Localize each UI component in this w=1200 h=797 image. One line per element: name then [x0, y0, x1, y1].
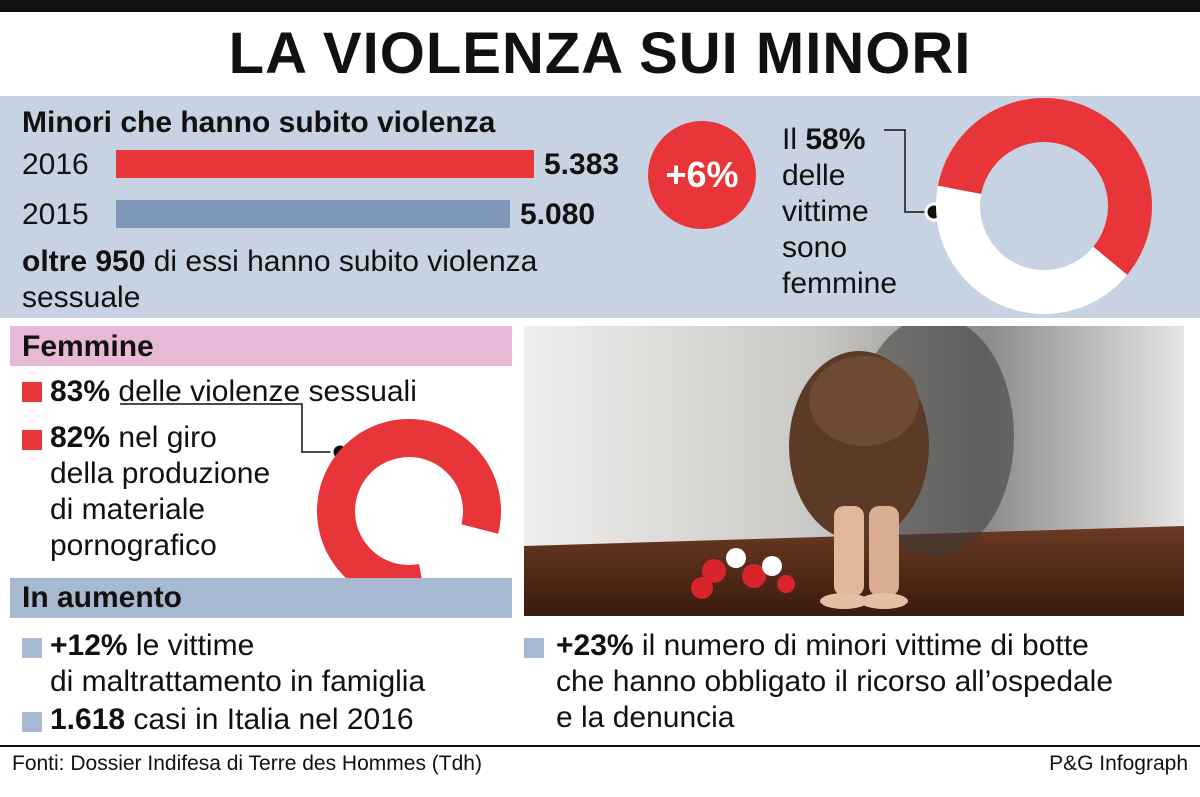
bar-year-2016: 2016	[22, 148, 89, 181]
femmine-item-2-line3: di materiale	[50, 493, 206, 526]
aumento-bullet-1	[22, 638, 42, 658]
aumento-item-3: +23% il numero di minori vittime di bott…	[556, 628, 1089, 664]
female-share-line1: Il 58%	[782, 122, 865, 158]
bar-value-2016: 5.383	[544, 148, 620, 181]
aumento-header-bar	[10, 578, 512, 618]
aumento-item-3-percent: +23%	[556, 629, 634, 662]
sexual-share-donut	[317, 419, 501, 603]
femmine-bullet-2	[22, 430, 42, 450]
female-share-donut	[936, 98, 1152, 315]
femmine-item-1-percent: 83%	[50, 375, 111, 408]
sexual-share-leader	[120, 403, 340, 453]
change-badge-label: +6%	[665, 154, 739, 195]
page-title: LA VIOLENZA SUI MINORI	[228, 21, 972, 86]
femmine-item-2-percent: 82%	[50, 421, 111, 454]
footer-credit: P&G Infograph	[1049, 752, 1188, 775]
top-rule	[0, 0, 1200, 12]
donut1-slice-femmine	[937, 98, 1152, 275]
femmine-item-2-text: nel giro	[110, 421, 217, 454]
female-share-line2: delle	[782, 159, 846, 192]
aumento-item-2-count: 1.618	[50, 703, 126, 736]
aumento-heading: In aumento	[22, 581, 183, 614]
bar-2015	[116, 200, 510, 228]
female-share-percent: 58%	[805, 123, 866, 156]
aumento-item-3-line2: che hanno obbligato il ricorso all’osped…	[556, 665, 1114, 698]
change-badge: +6%	[648, 121, 756, 229]
aumento-item-1: +12% le vittime	[50, 628, 254, 664]
female-share-line3: vittime	[782, 195, 869, 228]
femmine-item-2-line4: pornografico	[50, 529, 217, 562]
bar-2016	[116, 150, 534, 178]
female-share-leader	[884, 129, 934, 213]
femmine-header-bar	[10, 326, 512, 366]
aumento-item-2-text: casi in Italia nel 2016	[125, 703, 414, 736]
aumento-item-2: 1.618 casi in Italia nel 2016	[50, 702, 414, 738]
sexual-violence-note: oltre 950 di essi hanno subito violenza	[22, 244, 642, 280]
sexual-violence-count: oltre 950	[22, 245, 146, 278]
femmine-item-1-text: delle violenze sessuali	[110, 375, 417, 408]
bars-heading: Minori che hanno subito violenza	[22, 106, 496, 139]
female-share-line5: femmine	[782, 267, 898, 300]
aumento-item-3-text: il numero di minori vittime di botte	[633, 629, 1089, 662]
femmine-item-1: 83% delle violenze sessuali	[50, 374, 417, 410]
aumento-item-1-percent: +12%	[50, 629, 128, 662]
femmine-item-2: 82% nel giro	[50, 420, 217, 456]
bar-year-2015: 2015	[22, 198, 89, 231]
bar-value-2015: 5.080	[520, 198, 596, 231]
aumento-item-1-text: le vittime	[127, 629, 255, 662]
femmine-item-2-line2: della produzione	[50, 457, 271, 490]
female-share-line4: sono	[782, 231, 848, 264]
footer-sources: Fonti: Dossier Indifesa di Terre des Hom…	[12, 752, 482, 775]
female-share-prefix: Il	[782, 123, 806, 156]
aumento-item-3-line3: e la denuncia	[556, 701, 735, 734]
photo-child	[524, 326, 1184, 616]
donut1-slice-altro	[936, 185, 1128, 315]
femmine-heading: Femmine	[22, 330, 154, 363]
footer-rule	[0, 745, 1200, 747]
aumento-bullet-3	[524, 638, 544, 658]
femmine-bullet-1	[22, 382, 42, 402]
donut2-slice-main	[317, 419, 501, 603]
sexual-violence-text: di essi hanno subito violenza	[145, 245, 538, 278]
photo-illustration	[524, 326, 1184, 616]
aumento-bullet-2	[22, 712, 42, 732]
sexual-violence-note-line2: sessuale	[22, 281, 141, 314]
aumento-item-1-line2: di maltrattamento in famiglia	[50, 665, 426, 698]
